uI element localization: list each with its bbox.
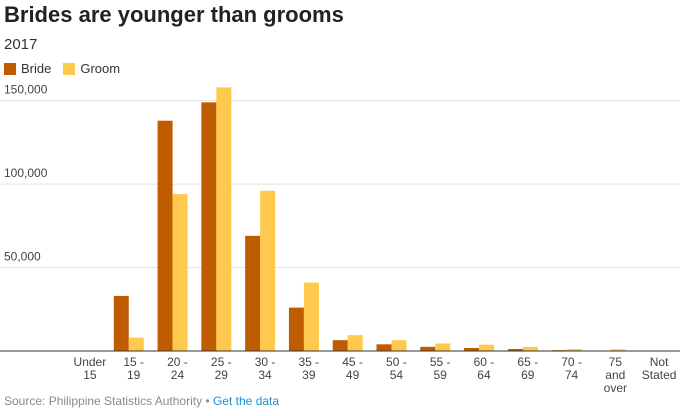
x-tick-label-line: Not (650, 355, 669, 369)
x-tick-label-line: 54 (390, 368, 404, 382)
bar-groom (391, 340, 407, 351)
bar-groom (260, 190, 276, 351)
bar-groom (303, 282, 319, 351)
bar-groom (522, 346, 538, 351)
x-tick-label-line: Under (74, 355, 107, 369)
x-tick-label-line: 20 - (167, 355, 188, 369)
x-tick-label-line: 59 (433, 368, 447, 382)
bar-bride (464, 347, 480, 351)
x-tick-label-line: 70 - (561, 355, 582, 369)
x-tick-label: 15 -19 (123, 355, 144, 382)
x-tick-label-line: 64 (477, 368, 491, 382)
x-tick-label: 50 -54 (386, 355, 407, 382)
bar-bride (288, 307, 304, 351)
x-tick-label-line: over (604, 381, 627, 392)
legend-item-bride: Bride (4, 61, 51, 76)
bar-groom (435, 343, 451, 351)
x-tick-label: Not Stated (642, 355, 677, 382)
legend-swatch-bride (4, 62, 16, 75)
x-tick-label-line: 55 - (430, 355, 451, 369)
x-tick-label-line: 39 (302, 368, 316, 382)
bar-bride (201, 102, 217, 351)
y-tick-label: 50,000 (4, 250, 41, 264)
x-tick-label-line: 65 - (517, 355, 538, 369)
bar-bride (507, 348, 523, 351)
bar-bride (113, 295, 129, 351)
x-tick-label: 60 -64 (474, 355, 495, 382)
x-tick-label-line: 25 - (211, 355, 232, 369)
chart-title: Brides are younger than grooms (4, 2, 344, 27)
x-tick-label-line: 74 (565, 368, 579, 382)
x-tick-label-line: 60 - (474, 355, 495, 369)
x-tick-label-line: 34 (258, 368, 272, 382)
x-tick-label-line: 15 (83, 368, 97, 382)
footer-separator: • (205, 394, 210, 408)
x-tick-label: 35 -39 (298, 355, 319, 382)
bar-bride (157, 120, 173, 352)
bar-groom (128, 337, 144, 351)
bar-groom (347, 335, 363, 351)
x-tick-label-line: 15 - (123, 355, 144, 369)
x-tick-label-line: 49 (346, 368, 360, 382)
x-tick-label-line: 24 (171, 368, 185, 382)
bar-bride (376, 344, 392, 351)
x-tick-label-line: 45 - (342, 355, 363, 369)
x-tick-label-line: 19 (127, 368, 141, 382)
y-tick-label: 150,000 (4, 83, 48, 97)
x-tick-label: Under 15 (74, 355, 107, 382)
bar-groom (172, 194, 188, 351)
x-tick-label: 75 and over (604, 355, 627, 392)
x-tick-label: 25 -29 (211, 355, 232, 382)
legend-swatch-groom (63, 62, 76, 75)
x-tick-label-line: and (605, 368, 625, 382)
legend-item-groom: Groom (63, 61, 120, 76)
x-tick-label: 70 -74 (561, 355, 582, 382)
x-tick-label: 55 -59 (430, 355, 451, 382)
x-tick-label-line: 69 (521, 368, 535, 382)
x-tick-label-line: 29 (215, 368, 229, 382)
chart-legend: Bride Groom (4, 61, 132, 76)
x-tick-label: 65 -69 (517, 355, 538, 382)
bar-groom (216, 87, 232, 352)
source-text: Source: Philippine Statistics Authority (4, 394, 203, 408)
legend-label-groom: Groom (80, 61, 121, 76)
legend-label-bride: Bride (21, 61, 52, 76)
x-tick-label: 45 -49 (342, 355, 363, 382)
x-tick-label-line: 30 - (255, 355, 276, 369)
x-tick-label: 20 -24 (167, 355, 188, 382)
bar-groom (610, 349, 626, 351)
get-the-data-link[interactable]: Get the data (213, 394, 280, 408)
bar-bride (245, 235, 261, 351)
bar-groom (479, 344, 495, 351)
x-tick-label: 30 -34 (255, 355, 276, 382)
chart-footer: Source: Philippine Statistics Authority … (4, 394, 279, 408)
bar-groom (566, 348, 582, 351)
x-tick-label-line: 35 - (298, 355, 319, 369)
x-tick-label-line: 50 - (386, 355, 407, 369)
y-tick-label: 100,000 (4, 166, 48, 180)
chart-subtitle: 2017 (4, 36, 38, 53)
bar-bride (420, 346, 436, 351)
x-tick-label-line: 75 (609, 355, 623, 369)
x-tick-label-line: Stated (642, 368, 677, 382)
bar-bride (332, 340, 348, 351)
